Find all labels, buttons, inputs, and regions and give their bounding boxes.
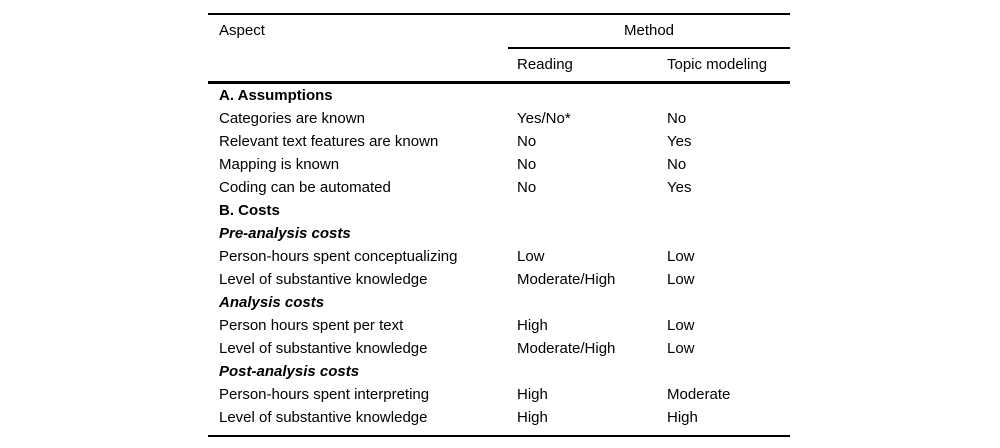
- row-label: Analysis costs: [219, 294, 325, 311]
- table-row: Level of substantive knowledge High High: [208, 406, 790, 436]
- topic-value-cell: Yes: [667, 179, 692, 196]
- row-label: Mapping is known: [219, 156, 340, 173]
- topic-value-cell: Low: [667, 248, 695, 265]
- topic-value-cell: [666, 199, 790, 222]
- reading-value-cell: No: [517, 133, 537, 150]
- method-group-header: Method: [508, 14, 791, 49]
- topic-value-cell: [666, 83, 790, 108]
- row-label: Post-analysis costs: [219, 363, 360, 380]
- table-row: Person-hours spent conceptualizing Low Low: [208, 245, 790, 268]
- reading-value-cell: [508, 83, 666, 108]
- header-row-top: Aspect Method: [208, 14, 791, 49]
- row-label: B. Costs: [219, 202, 280, 219]
- table-row: Person hours spent per text High Low: [208, 314, 790, 337]
- reading-value-cell: High: [517, 317, 548, 334]
- reading-value-cell: [508, 222, 666, 245]
- topic-value-cell: Yes: [667, 133, 692, 150]
- row-label: Person hours spent per text: [219, 317, 404, 334]
- comparison-table: Aspect Method Reading Topic modeling A. …: [208, 13, 791, 437]
- table-row: Categories are known Yes/No* No: [208, 107, 790, 130]
- table-row: Level of substantive knowledge Moderate/H…: [208, 268, 790, 291]
- reading-column-header: Reading: [517, 56, 573, 73]
- reading-value-cell: High: [517, 409, 548, 426]
- aspect-column-header: Aspect: [219, 22, 265, 39]
- table-header: Aspect Method Reading Topic modeling: [208, 14, 791, 83]
- topic-value-cell: No: [667, 156, 687, 173]
- topic-value-cell: [666, 360, 790, 383]
- row-label: A. Assumptions: [219, 87, 333, 104]
- reading-value-cell: No: [517, 156, 537, 173]
- topic-modeling-column-header: Topic modeling: [667, 56, 768, 73]
- header-row-sub: Reading Topic modeling: [208, 48, 790, 83]
- row-label: Person-hours spent conceptualizing: [219, 248, 458, 265]
- table-row: Pre-analysis costs: [208, 222, 790, 245]
- table-row: Level of substantive knowledge Moderate/H…: [208, 337, 790, 360]
- topic-value-cell: No: [667, 110, 687, 127]
- row-label: Person-hours spent interpreting: [219, 386, 430, 403]
- reading-value-cell: Moderate/High: [517, 271, 616, 288]
- row-label: Coding can be automated: [219, 179, 391, 196]
- reading-value-cell: [508, 199, 666, 222]
- topic-value-cell: Low: [667, 271, 695, 288]
- reading-value-cell: [508, 360, 666, 383]
- table-row: Relevant text features are known No Yes: [208, 130, 790, 153]
- topic-value-cell: [666, 291, 790, 314]
- table-row: A. Assumptions: [208, 83, 790, 108]
- row-label: Level of substantive knowledge: [219, 271, 428, 288]
- row-label: Categories are known: [219, 110, 365, 127]
- reading-value-cell: [508, 291, 666, 314]
- topic-value-cell: Moderate: [667, 386, 731, 403]
- table-row: Post-analysis costs: [208, 360, 790, 383]
- topic-value-cell: [666, 222, 790, 245]
- row-label: Level of substantive knowledge: [219, 409, 428, 426]
- table-body: A. Assumptions Categories are known Yes/No…: [208, 83, 790, 437]
- row-label: Relevant text features are known: [219, 133, 439, 150]
- table-container: Aspect Method Reading Topic modeling A. …: [208, 13, 791, 437]
- reading-value-cell: Yes/No*: [517, 110, 571, 127]
- table-row: Person-hours spent interpreting High Moder…: [208, 383, 790, 406]
- reading-value-cell: Moderate/High: [517, 340, 616, 357]
- table-row: B. Costs: [208, 199, 790, 222]
- topic-value-cell: High: [667, 409, 698, 426]
- row-label: Level of substantive knowledge: [219, 340, 428, 357]
- reading-value-cell: High: [517, 386, 548, 403]
- reading-value-cell: Low: [517, 248, 545, 265]
- row-label: Pre-analysis costs: [219, 225, 351, 242]
- reading-value-cell: No: [517, 179, 537, 196]
- topic-value-cell: Low: [667, 317, 695, 334]
- table-row: Analysis costs: [208, 291, 790, 314]
- table-row: Coding can be automated No Yes: [208, 176, 790, 199]
- table-row: Mapping is known No No: [208, 153, 790, 176]
- topic-value-cell: Low: [667, 340, 695, 357]
